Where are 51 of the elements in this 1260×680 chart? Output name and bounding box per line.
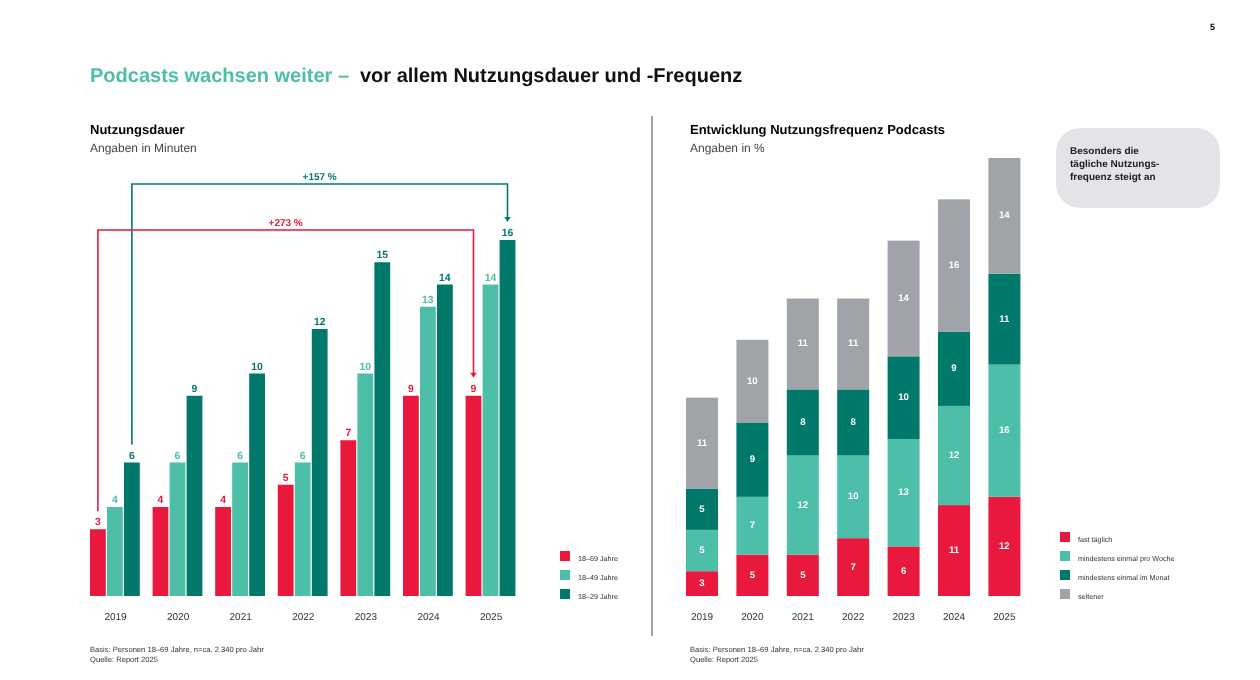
- bar: [736, 339, 769, 423]
- bar: [107, 507, 123, 596]
- bar: [340, 440, 357, 596]
- bar: [887, 240, 920, 357]
- bar: [988, 364, 1021, 497]
- bar: [736, 496, 769, 555]
- bar: [482, 284, 499, 596]
- bar: [938, 199, 970, 332]
- bar: [887, 356, 920, 439]
- bar: [786, 298, 819, 390]
- bar: [686, 488, 718, 530]
- bar: [837, 538, 870, 596]
- bar: [215, 507, 231, 596]
- bar: [938, 331, 970, 406]
- bar: [736, 554, 769, 596]
- bar: [403, 395, 419, 596]
- bar: [249, 373, 265, 596]
- bar: [988, 158, 1021, 274]
- bar: [786, 389, 819, 456]
- bar: [420, 306, 436, 596]
- bar: [736, 422, 769, 497]
- bar: [686, 529, 718, 572]
- bar: [169, 462, 186, 596]
- bar: [152, 507, 169, 596]
- bar: [786, 455, 819, 555]
- text: vor allem Nutzungsdauer und -Frequenz: [360, 66, 743, 88]
- bar: [837, 455, 870, 539]
- bar: [938, 405, 970, 506]
- bar: [437, 284, 453, 596]
- bar: [232, 462, 248, 596]
- bar: [686, 397, 718, 489]
- bar: [90, 529, 106, 596]
- bar: [124, 462, 140, 596]
- bar: [887, 546, 920, 596]
- bar: [374, 262, 391, 596]
- bar: [357, 373, 374, 596]
- bar: [277, 484, 294, 596]
- bar: [311, 329, 328, 596]
- bar: [887, 438, 920, 547]
- bar: [837, 298, 870, 390]
- bar: [988, 273, 1021, 365]
- bar: [938, 505, 970, 596]
- text: Podcasts wachsen weiter –: [90, 66, 350, 88]
- bar: [686, 571, 718, 596]
- bar: [786, 554, 819, 596]
- bar: [988, 496, 1021, 596]
- bar: [499, 240, 516, 596]
- bar: [294, 462, 311, 596]
- bar: [837, 389, 870, 456]
- bar: [465, 395, 482, 596]
- bar: [186, 395, 203, 596]
